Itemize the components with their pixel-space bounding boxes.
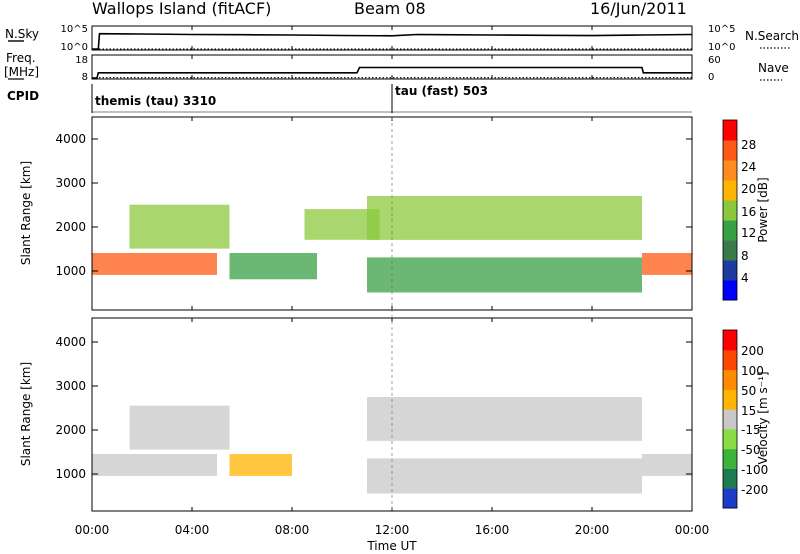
vel-cbar-tick-0: 200 [741,344,764,358]
power-cbar-swatch-6 [723,160,737,181]
power-ytick-2000: 2000 [55,220,86,234]
cpid-mode-2: tau (fast) 503 [395,84,488,98]
x-tick-5: 20:00 [575,523,610,537]
vel-cbar-swatch-8 [723,330,737,351]
vel-cbar-swatch-3 [723,428,737,450]
power-ylabel: Slant Range [km] [19,161,33,265]
nsky-left-tick-bottom: 10^0 [61,42,88,53]
vel-cbar-swatch-4 [723,409,737,430]
x-axis-label: Time UT [366,539,417,553]
freq-label: Freq. [6,51,36,65]
vel-cbar-swatch-6 [723,369,737,390]
date-label: 16/Jun/2011 [590,0,687,18]
station-title: Wallops Island (fitACF) [92,0,271,18]
power-heat-region-6 [642,253,692,275]
freq-right-tick-top: 60 [708,55,721,66]
power-heat-region-2 [229,253,317,280]
vel-cbar-tick-6: -100 [741,463,768,477]
vel-cbar-swatch-0 [723,488,737,509]
power-cbar-swatch-4 [723,200,737,221]
vel-cbar-tick-7: -200 [741,483,768,497]
power-cbar-tick-0: 28 [741,138,756,152]
velocity-ylabel: Slant Range [km] [19,362,33,466]
power-ytick-3000: 3000 [55,176,86,190]
power-cbar-swatch-8 [723,120,737,141]
time-axis: 00:00 04:00 08:00 12:00 16:00 20:00 00:00 [75,26,710,537]
power-colorbar-label: Power [dB] [756,177,770,242]
velocity-heatmap [92,397,692,494]
cpid-mode-1: themis (tau) 3310 [95,94,216,108]
vel-cbar-swatch-7 [723,349,737,371]
cpid-label: CPID [7,89,39,103]
power-cbar-swatch-1 [723,260,737,281]
velocity-ytick-4000: 4000 [55,335,86,349]
vel-heat-region-1 [229,454,292,476]
velocity-colorbar [723,330,737,509]
x-tick-3: 12:00 [375,523,410,537]
nsky-right-tick-bottom: 10^0 [708,42,735,53]
power-cbar-tick-3: 16 [741,205,756,219]
power-cbar-swatch-3 [723,220,737,241]
power-cbar-tick-4: 12 [741,226,756,240]
velocity-colorbar-label: Velocity [m s⁻¹] [756,371,770,464]
power-ytick-4000: 4000 [55,132,86,146]
x-tick-0: 00:00 [75,523,110,537]
nsearch-label: N.Search [745,29,799,43]
power-colorbar-ticks: 28 24 20 16 12 8 4 [741,138,756,285]
vel-cbar-tick-2: 50 [741,384,756,398]
x-tick-4: 16:00 [475,523,510,537]
x-tick-6: 00:00 [675,523,710,537]
vel-heat-region-3 [367,458,642,494]
nsky-label: N.Sky [5,27,39,41]
nave-label: Nave [758,61,789,75]
power-heat-region-5 [367,196,642,240]
vel-cbar-swatch-2 [723,448,737,469]
velocity-yticks: 1000 2000 3000 4000 [55,335,692,481]
power-cbar-tick-5: 8 [741,249,749,263]
vel-heat-region-4 [367,397,642,441]
nsky-left-tick-top: 10^5 [61,24,88,35]
freq-right-tick-bottom: 0 [708,72,714,83]
power-yticks: 1000 2000 3000 4000 [55,132,692,278]
power-heat-region-1 [129,204,230,249]
nsky-right-tick-top: 10^5 [708,24,735,35]
freq-unit-label: [MHz] [4,65,39,79]
beam-label: Beam 08 [354,0,426,18]
power-cbar-swatch-0 [723,280,737,301]
power-heat-region-0 [92,253,217,275]
vel-cbar-tick-1: 100 [741,364,764,378]
nsky-series-line [92,32,693,50]
x-tick-1: 04:00 [175,523,210,537]
x-tick-2: 08:00 [275,523,310,537]
vel-heat-region-5 [642,454,692,476]
vel-cbar-swatch-5 [723,389,737,410]
velocity-colorbar-ticks: 200 100 50 15 -15 -50 -100 -200 [741,344,768,497]
freq-left-tick-top: 18 [75,55,88,66]
freq-left-tick-bottom: 8 [82,72,88,83]
power-cbar-swatch-7 [723,140,737,161]
power-cbar-tick-6: 4 [741,271,749,285]
freq-series-line [92,66,692,79]
power-ytick-1000: 1000 [55,264,86,278]
power-colorbar [723,120,737,301]
vel-cbar-tick-3: 15 [741,404,756,418]
vel-cbar-swatch-1 [723,468,737,489]
power-cbar-tick-2: 20 [741,182,756,196]
power-cbar-swatch-5 [723,180,737,201]
velocity-ytick-2000: 2000 [55,423,86,437]
velocity-ytick-3000: 3000 [55,379,86,393]
vel-heat-region-2 [129,405,230,450]
power-heat-region-4 [367,257,642,293]
vel-cbar-tick-5: -50 [741,443,761,457]
vel-heat-region-0 [92,454,217,476]
vel-cbar-tick-4: -15 [741,423,761,437]
velocity-ytick-1000: 1000 [55,467,86,481]
power-cbar-swatch-2 [723,240,737,261]
power-cbar-tick-1: 24 [741,160,756,174]
power-heatmap [92,196,692,293]
